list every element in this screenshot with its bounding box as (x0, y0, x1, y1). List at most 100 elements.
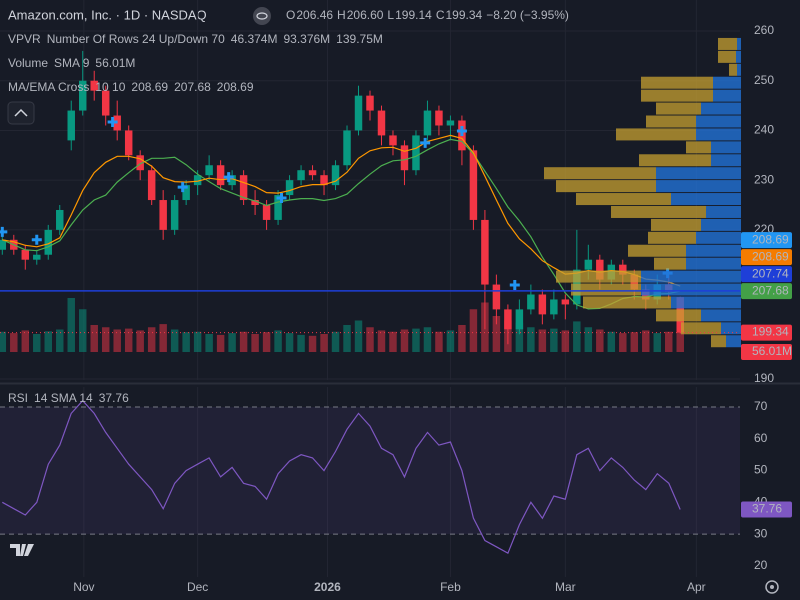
price-tag-label: 208.69 (752, 249, 789, 263)
candle-body (354, 95, 363, 131)
ohlc-label: L (387, 8, 394, 22)
vp-down (656, 102, 701, 115)
volume-bar (446, 330, 455, 352)
candle-body (90, 80, 98, 91)
button-icon (14, 108, 28, 117)
eye-shape (256, 12, 268, 20)
indicator-value: 208.69 (217, 80, 254, 94)
candle-body (308, 170, 317, 176)
volume-bar (630, 332, 639, 352)
price-tag (741, 266, 792, 283)
y-tick-label: 190 (754, 371, 774, 385)
vp-down (729, 63, 737, 76)
volume-bar (285, 333, 294, 352)
volume-bar (90, 325, 98, 352)
button-box[interactable] (7, 101, 35, 125)
volume-bar (21, 330, 30, 352)
candle-body (170, 200, 179, 230)
indicator-settings: 14 SMA 14 (34, 391, 93, 405)
logo (10, 544, 34, 556)
gear[interactable] (765, 580, 779, 594)
price-tag (741, 344, 792, 360)
indicator-settings: 10 10 (95, 80, 125, 94)
volume-bar (182, 332, 190, 352)
volume-bar (665, 331, 673, 352)
vp-down (616, 128, 696, 141)
gear-center (770, 585, 774, 589)
volume-bar (308, 335, 317, 352)
vp-down (611, 205, 706, 218)
ma-line (2, 138, 681, 310)
ohlc-value: 206.60 (347, 8, 384, 22)
volume-bar (492, 316, 501, 352)
settings-icon[interactable] (765, 580, 779, 594)
logo-shape (10, 544, 34, 556)
vp-up (696, 231, 741, 244)
volume-bar (136, 330, 144, 352)
eye-button[interactable] (253, 7, 271, 25)
indicator-name: RSI (8, 391, 28, 405)
volume-bar (274, 330, 282, 352)
candle-body (239, 175, 248, 201)
volume-bar (33, 334, 41, 352)
ohlc-label: O (286, 8, 295, 22)
cross-marker (0, 226, 8, 237)
volume-bar (0, 331, 7, 352)
volume-bar (412, 328, 420, 352)
candle-body (619, 264, 627, 275)
candle-body (400, 145, 409, 171)
candle-body (435, 110, 443, 126)
ohlc-value: 206.46 (296, 8, 333, 22)
vp-up (737, 63, 741, 76)
vp-up (671, 193, 741, 206)
volume-bar (607, 331, 616, 352)
candle-body (504, 309, 512, 330)
indicator-name: Volume (8, 56, 48, 70)
price-tag-label: 56.01M (752, 344, 792, 358)
price-tag-label: 207.74 (752, 266, 789, 280)
candle-body (67, 110, 75, 141)
volume-bar (423, 327, 432, 352)
vp-down (648, 231, 696, 244)
rsi-band (0, 407, 740, 535)
indicator-value: 207.68 (174, 80, 211, 94)
candle-body (446, 120, 455, 126)
volume-bar (676, 326, 684, 352)
cross-marker (420, 137, 431, 148)
chart-title: Amazon.com, Inc. · 1D · NASDAQ (8, 7, 207, 22)
volume-bar (619, 333, 627, 352)
vp-up (686, 257, 741, 270)
vp-up (737, 37, 741, 50)
vp-up (686, 244, 741, 257)
y-tick-label: 250 (754, 73, 774, 87)
volume-bar (228, 333, 236, 352)
volume-bar (538, 329, 547, 352)
vp-down (718, 50, 736, 63)
indicator-name: MA/EMA Cross (8, 80, 89, 94)
indicator-settings: SMA 9 (54, 56, 90, 70)
candle-body (101, 90, 110, 116)
eye-icon[interactable] (253, 7, 271, 25)
volume-bar (170, 329, 179, 352)
ohlc-label: C (436, 8, 445, 22)
price-tag-label: 199.34 (752, 325, 789, 339)
x-tick-label: 2026 (314, 580, 341, 594)
candle-body (251, 200, 259, 206)
x-tick-label: Nov (73, 580, 94, 594)
candle-body (182, 185, 190, 201)
volume-bar (297, 334, 305, 352)
vp-down (646, 115, 696, 128)
vp-up (721, 322, 741, 335)
volume-bar (78, 309, 87, 352)
rsi-tick-label: 50 (754, 463, 768, 477)
volume-bar (515, 322, 524, 352)
volume-bar (389, 331, 397, 352)
candle-body (297, 170, 305, 181)
candle-body (228, 175, 236, 186)
vp-down (718, 37, 737, 50)
volume-bar (320, 334, 328, 352)
vp-down (641, 89, 713, 102)
volume-bar (239, 331, 248, 352)
volume-bar (193, 331, 202, 352)
collapse-button[interactable] (7, 101, 35, 125)
